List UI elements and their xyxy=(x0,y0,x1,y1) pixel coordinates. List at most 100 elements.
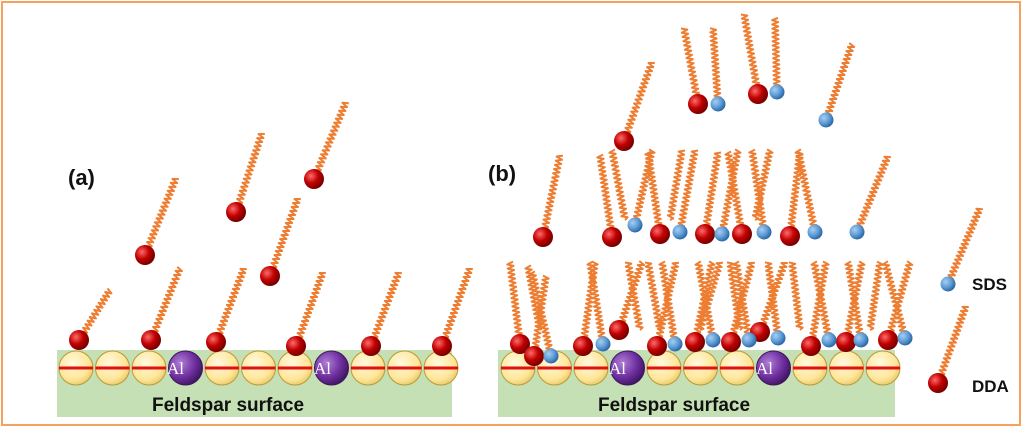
dda-molecule xyxy=(836,332,856,352)
surfactant-tail xyxy=(788,261,804,331)
sds-molecule xyxy=(710,96,726,112)
surfactant-heads xyxy=(69,84,956,393)
dda-molecule xyxy=(614,131,634,151)
al-label-b1: Al xyxy=(609,359,626,378)
surfactant-tail xyxy=(666,149,686,221)
sds-molecule xyxy=(818,112,834,128)
legend-sds-label: SDS xyxy=(972,275,1007,294)
dda-molecule xyxy=(206,332,226,352)
surfactant-tail xyxy=(624,261,644,331)
al-label-a2: Al xyxy=(314,359,331,378)
surfactant-tail xyxy=(608,148,629,221)
dda-molecule xyxy=(573,336,593,356)
sds-molecule xyxy=(756,224,772,240)
dda-molecule xyxy=(69,330,89,350)
dda-molecule xyxy=(602,227,622,247)
surfactant-tail xyxy=(740,13,762,95)
sds-molecule xyxy=(741,332,757,348)
sds-molecule xyxy=(940,276,956,292)
surfactant-tail xyxy=(621,62,655,142)
surfactant-tail xyxy=(697,261,723,331)
sds-molecule xyxy=(897,330,913,346)
sds-molecule xyxy=(770,330,786,346)
surfactant-tail xyxy=(724,150,746,235)
surfactant-tail xyxy=(726,261,744,331)
al-atom xyxy=(168,351,203,385)
sds-molecule xyxy=(705,332,721,348)
surfactant-tail xyxy=(844,260,865,341)
dda-molecule xyxy=(928,373,948,393)
dda-molecule xyxy=(650,224,670,244)
surfactant-tail xyxy=(680,27,702,105)
panel-a-label: (a) xyxy=(68,165,95,190)
surfactant-tail xyxy=(881,260,909,339)
dda-molecule xyxy=(304,169,324,189)
dda-molecule xyxy=(609,320,629,340)
legend-dda-label: DDA xyxy=(972,377,1009,396)
surfactant-tail xyxy=(632,148,656,226)
surfactant-tail xyxy=(718,148,742,235)
crystal-lattice xyxy=(58,350,901,386)
surfactant-tail xyxy=(506,260,524,345)
surfactant-tail xyxy=(368,271,402,347)
surfactant-tail xyxy=(732,260,753,341)
dda-molecule xyxy=(688,94,708,114)
sds-molecule xyxy=(807,224,823,240)
sds-molecule xyxy=(821,332,837,348)
surfactant-tail xyxy=(148,266,183,341)
sds-molecule xyxy=(627,217,643,233)
surfactant-tail xyxy=(142,177,179,256)
dda-molecule xyxy=(361,336,381,356)
atom-outline xyxy=(168,350,203,386)
dda-molecule xyxy=(141,330,161,350)
surfactant-tail xyxy=(935,305,969,384)
dda-molecule xyxy=(732,224,752,244)
surfactant-tail xyxy=(311,101,349,180)
surface-label-b: Feldspar surface xyxy=(598,395,750,416)
sds-molecule xyxy=(595,336,611,352)
surfactant-tail xyxy=(751,148,774,221)
surfactant-tail xyxy=(267,198,301,277)
sds-molecule xyxy=(672,224,688,240)
surfactant-tail xyxy=(771,16,781,93)
surfactant-tail xyxy=(524,264,544,331)
atom-outline xyxy=(314,350,349,386)
surfactant-tail xyxy=(764,261,782,339)
surfactant-tail xyxy=(807,260,830,347)
sds-molecule xyxy=(853,332,869,348)
dda-molecule xyxy=(226,202,246,222)
sds-molecule xyxy=(714,226,730,242)
surfactant-tail xyxy=(794,148,819,233)
surfactant-tail xyxy=(701,151,722,235)
dda-molecule xyxy=(878,330,898,350)
al-atom xyxy=(610,351,645,385)
dda-molecule xyxy=(647,336,667,356)
atom-outline xyxy=(756,350,791,386)
atom-outline xyxy=(610,350,645,386)
surfactant-tail xyxy=(439,268,473,347)
surfactant-tail xyxy=(854,155,891,233)
sds-molecule xyxy=(543,348,559,364)
sds-molecule xyxy=(849,224,865,240)
surfactant-tails xyxy=(77,13,983,384)
al-atom xyxy=(756,351,791,385)
dda-molecule xyxy=(533,227,553,247)
dda-molecule xyxy=(801,336,821,356)
al-label-b2: Al xyxy=(756,359,773,378)
surfactant-tail xyxy=(596,153,616,238)
surfactant-tail xyxy=(539,154,564,238)
dda-molecule xyxy=(260,266,280,286)
panel-b-label: (b) xyxy=(488,161,516,186)
sds-molecule xyxy=(667,336,683,352)
dda-molecule xyxy=(780,226,800,246)
sds-molecule xyxy=(769,84,785,100)
dda-molecule xyxy=(695,224,715,244)
surfactant-tail xyxy=(579,260,599,347)
surfactant-tail xyxy=(658,260,679,345)
dda-molecule xyxy=(510,334,530,354)
surfactant-tail xyxy=(293,272,326,347)
surfactant-tail xyxy=(676,149,699,233)
surfactant-tail xyxy=(945,207,983,285)
al-atom xyxy=(314,351,349,385)
